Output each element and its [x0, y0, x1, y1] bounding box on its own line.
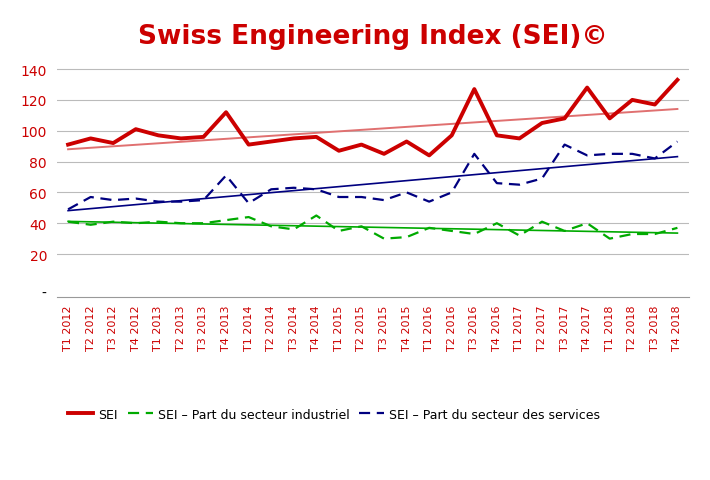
Title: Swiss Engineering Index (SEI)©: Swiss Engineering Index (SEI)©	[138, 24, 608, 50]
Legend: SEI, SEI – Part du secteur industriel, SEI – Part du secteur des services: SEI, SEI – Part du secteur industriel, S…	[63, 403, 606, 426]
Text: -: -	[41, 286, 46, 300]
